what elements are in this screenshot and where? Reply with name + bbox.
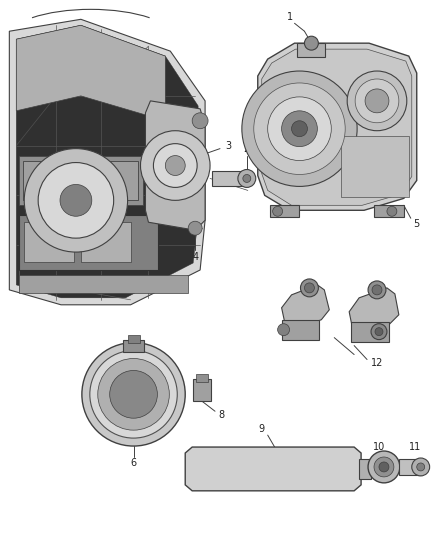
Polygon shape bbox=[185, 447, 361, 491]
Circle shape bbox=[412, 458, 430, 476]
Circle shape bbox=[282, 111, 318, 147]
Circle shape bbox=[242, 71, 357, 187]
Bar bbox=[282, 320, 319, 340]
Circle shape bbox=[24, 149, 127, 252]
Bar bbox=[83, 160, 138, 200]
Bar bbox=[374, 205, 404, 217]
Circle shape bbox=[368, 281, 386, 299]
Bar bbox=[19, 215, 159, 270]
Bar bbox=[24, 222, 74, 262]
Bar bbox=[399, 459, 421, 475]
Circle shape bbox=[238, 169, 256, 188]
Polygon shape bbox=[9, 19, 205, 305]
Polygon shape bbox=[145, 101, 205, 230]
Circle shape bbox=[141, 131, 210, 200]
Circle shape bbox=[372, 285, 382, 295]
Text: 8: 8 bbox=[218, 410, 224, 420]
Circle shape bbox=[379, 462, 389, 472]
Circle shape bbox=[304, 36, 318, 50]
Circle shape bbox=[371, 324, 387, 340]
Text: 12: 12 bbox=[371, 359, 383, 368]
Bar bbox=[196, 375, 208, 382]
Circle shape bbox=[347, 71, 407, 131]
Bar bbox=[212, 171, 247, 187]
Circle shape bbox=[254, 83, 345, 174]
Polygon shape bbox=[282, 285, 329, 330]
Circle shape bbox=[355, 79, 399, 123]
Circle shape bbox=[60, 184, 92, 216]
Circle shape bbox=[153, 144, 197, 188]
Bar bbox=[351, 322, 389, 342]
Circle shape bbox=[268, 97, 331, 160]
Circle shape bbox=[374, 457, 394, 477]
Circle shape bbox=[304, 283, 314, 293]
Circle shape bbox=[165, 156, 185, 175]
Bar bbox=[19, 275, 188, 293]
Text: 4: 4 bbox=[192, 252, 198, 262]
Circle shape bbox=[82, 343, 185, 446]
Bar bbox=[270, 205, 300, 217]
Circle shape bbox=[278, 324, 290, 336]
Circle shape bbox=[300, 279, 318, 297]
Circle shape bbox=[292, 121, 307, 136]
Bar bbox=[127, 335, 140, 343]
Bar bbox=[341, 136, 409, 197]
Text: 9: 9 bbox=[259, 424, 265, 434]
Circle shape bbox=[417, 463, 425, 471]
Circle shape bbox=[375, 328, 383, 336]
Polygon shape bbox=[16, 25, 198, 298]
Circle shape bbox=[188, 221, 202, 235]
Circle shape bbox=[192, 113, 208, 129]
Text: 5: 5 bbox=[413, 219, 420, 229]
Bar bbox=[23, 160, 78, 200]
Bar bbox=[297, 43, 325, 57]
Circle shape bbox=[38, 163, 114, 238]
Polygon shape bbox=[258, 43, 417, 211]
Circle shape bbox=[243, 174, 251, 182]
Text: 10: 10 bbox=[373, 442, 385, 452]
Text: 2: 2 bbox=[244, 143, 250, 154]
Bar bbox=[359, 459, 371, 479]
Polygon shape bbox=[262, 49, 412, 205]
Text: 6: 6 bbox=[131, 458, 137, 468]
Circle shape bbox=[368, 451, 400, 483]
Bar bbox=[19, 156, 144, 205]
Bar bbox=[81, 222, 131, 262]
Circle shape bbox=[110, 370, 157, 418]
Polygon shape bbox=[349, 288, 399, 335]
Text: 11: 11 bbox=[409, 442, 421, 452]
Circle shape bbox=[98, 359, 170, 430]
Text: 3: 3 bbox=[225, 141, 231, 151]
Text: 1: 1 bbox=[286, 12, 293, 22]
Circle shape bbox=[273, 206, 283, 216]
Bar bbox=[123, 340, 145, 352]
Circle shape bbox=[90, 351, 177, 438]
Polygon shape bbox=[16, 25, 165, 121]
Circle shape bbox=[365, 89, 389, 113]
Bar bbox=[193, 379, 211, 401]
Circle shape bbox=[387, 206, 397, 216]
